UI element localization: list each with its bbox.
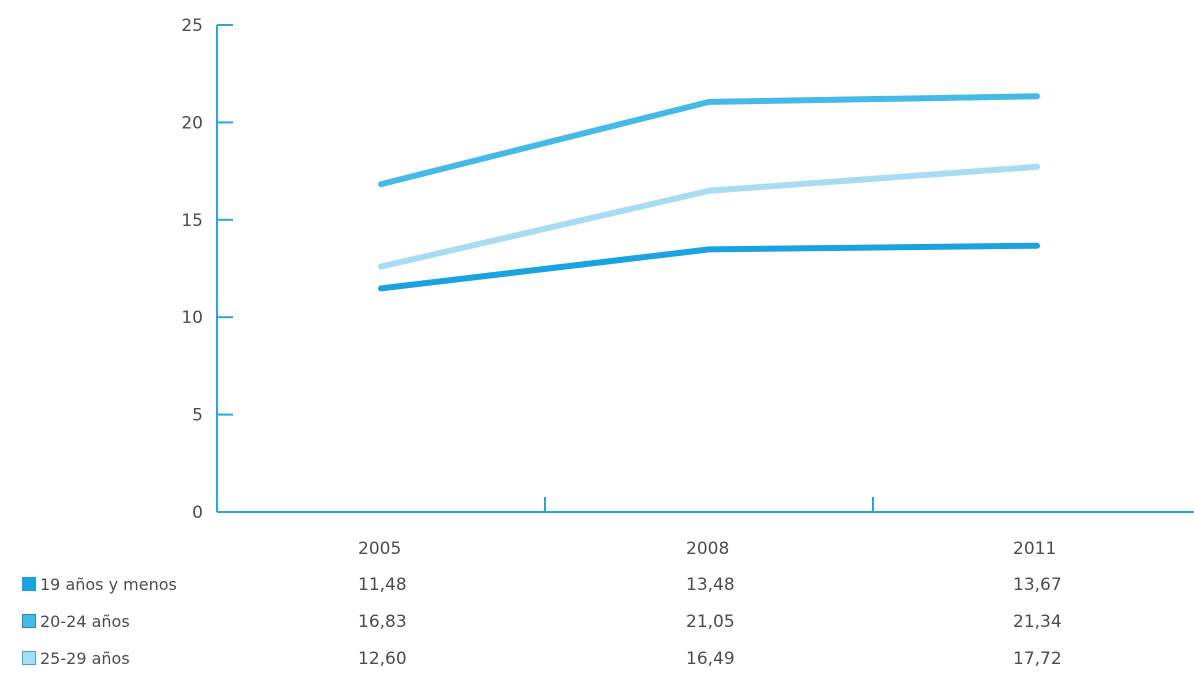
series-line-1 [378,242,1040,292]
y-tick-label-5: 5 [192,406,203,426]
y-tick-label-0: 0 [192,503,203,523]
y-tick-label-20: 20 [181,113,203,133]
y-tick-label-25: 25 [181,16,203,36]
y-tick-label-15: 15 [181,211,203,231]
y-tick-label-10: 10 [181,308,203,328]
